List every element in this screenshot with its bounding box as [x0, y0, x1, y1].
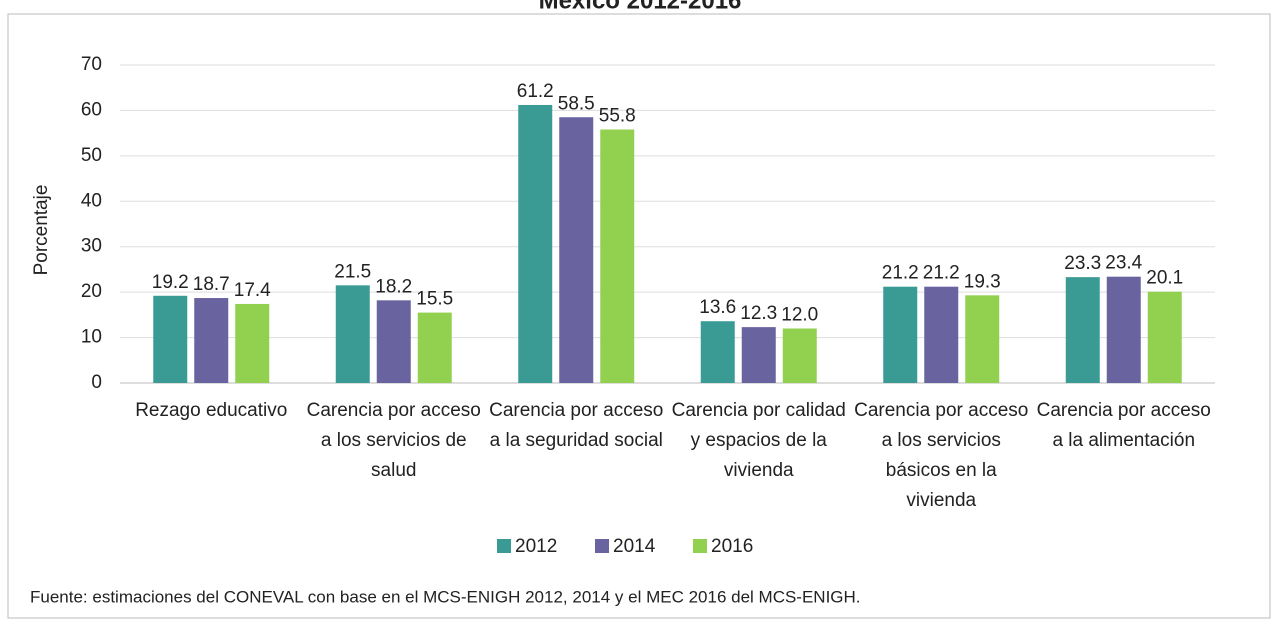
y-tick-label: 10 — [81, 327, 102, 348]
data-label: 19.2 — [152, 272, 189, 293]
bar — [1106, 276, 1141, 383]
chart-title: México 2012-2016 — [539, 0, 742, 14]
bar — [417, 312, 452, 383]
x-tick-label: Carencia por acceso a la seguridad socia… — [489, 400, 664, 451]
bar — [1065, 277, 1100, 383]
y-tick-label: 40 — [81, 190, 102, 211]
legend-swatch — [595, 539, 609, 553]
legend-swatch — [497, 539, 511, 553]
x-tick-label: Carencia por calidad y espacios de la vi… — [671, 400, 846, 481]
y-tick-label: 30 — [81, 236, 102, 257]
bar — [741, 327, 776, 383]
y-tick-label: 20 — [81, 281, 102, 302]
data-label: 21.2 — [882, 263, 919, 284]
data-label: 12.3 — [740, 303, 777, 324]
data-label: 18.7 — [193, 274, 230, 295]
data-label: 21.2 — [923, 263, 960, 284]
y-axis-label: Porcentaje — [31, 185, 52, 276]
data-label: 15.5 — [416, 289, 453, 310]
chart-frame — [7, 13, 1271, 619]
bar — [924, 286, 959, 383]
data-label: 19.3 — [964, 271, 1001, 292]
data-label: 21.5 — [334, 261, 371, 282]
source-note: Fuente: estimaciones del CONEVAL con bas… — [30, 587, 861, 606]
data-label: 58.5 — [558, 93, 595, 114]
bar — [518, 104, 553, 383]
x-tick-label: Rezago educativo — [135, 400, 288, 421]
legend-label: 2016 — [711, 536, 753, 557]
bar — [559, 117, 594, 383]
legend-swatch — [693, 539, 707, 553]
y-tick-label: 50 — [81, 145, 102, 166]
y-tick-label: 0 — [91, 372, 102, 393]
bar — [600, 129, 635, 383]
data-label: 20.1 — [1146, 268, 1183, 289]
data-label: 61.2 — [517, 81, 554, 102]
data-label: 13.6 — [699, 297, 736, 318]
data-label: 23.3 — [1064, 253, 1101, 274]
bar — [700, 321, 735, 383]
bar — [153, 295, 188, 383]
data-label: 18.2 — [375, 276, 412, 297]
data-label: 12.0 — [781, 305, 818, 326]
y-tick-label: 60 — [81, 99, 102, 120]
y-tick-label: 70 — [81, 54, 102, 75]
bar — [883, 286, 918, 383]
x-tick-label: Carencia por acceso a la alimentación — [1036, 400, 1211, 451]
bar — [335, 285, 370, 383]
bar — [194, 298, 229, 383]
data-label: 17.4 — [234, 280, 271, 301]
x-tick-label: Carencia por acceso a los servicios bási… — [854, 400, 1029, 511]
data-label: 23.4 — [1105, 253, 1142, 274]
bar — [782, 328, 817, 383]
legend-label: 2012 — [515, 536, 557, 557]
bar — [965, 295, 1000, 383]
bar — [235, 303, 270, 383]
x-tick-label: Carencia por acceso a los servicios de s… — [306, 400, 481, 481]
bar — [1147, 291, 1182, 383]
legend-label: 2014 — [613, 536, 656, 557]
bar — [376, 300, 411, 383]
data-label: 55.8 — [599, 106, 636, 127]
